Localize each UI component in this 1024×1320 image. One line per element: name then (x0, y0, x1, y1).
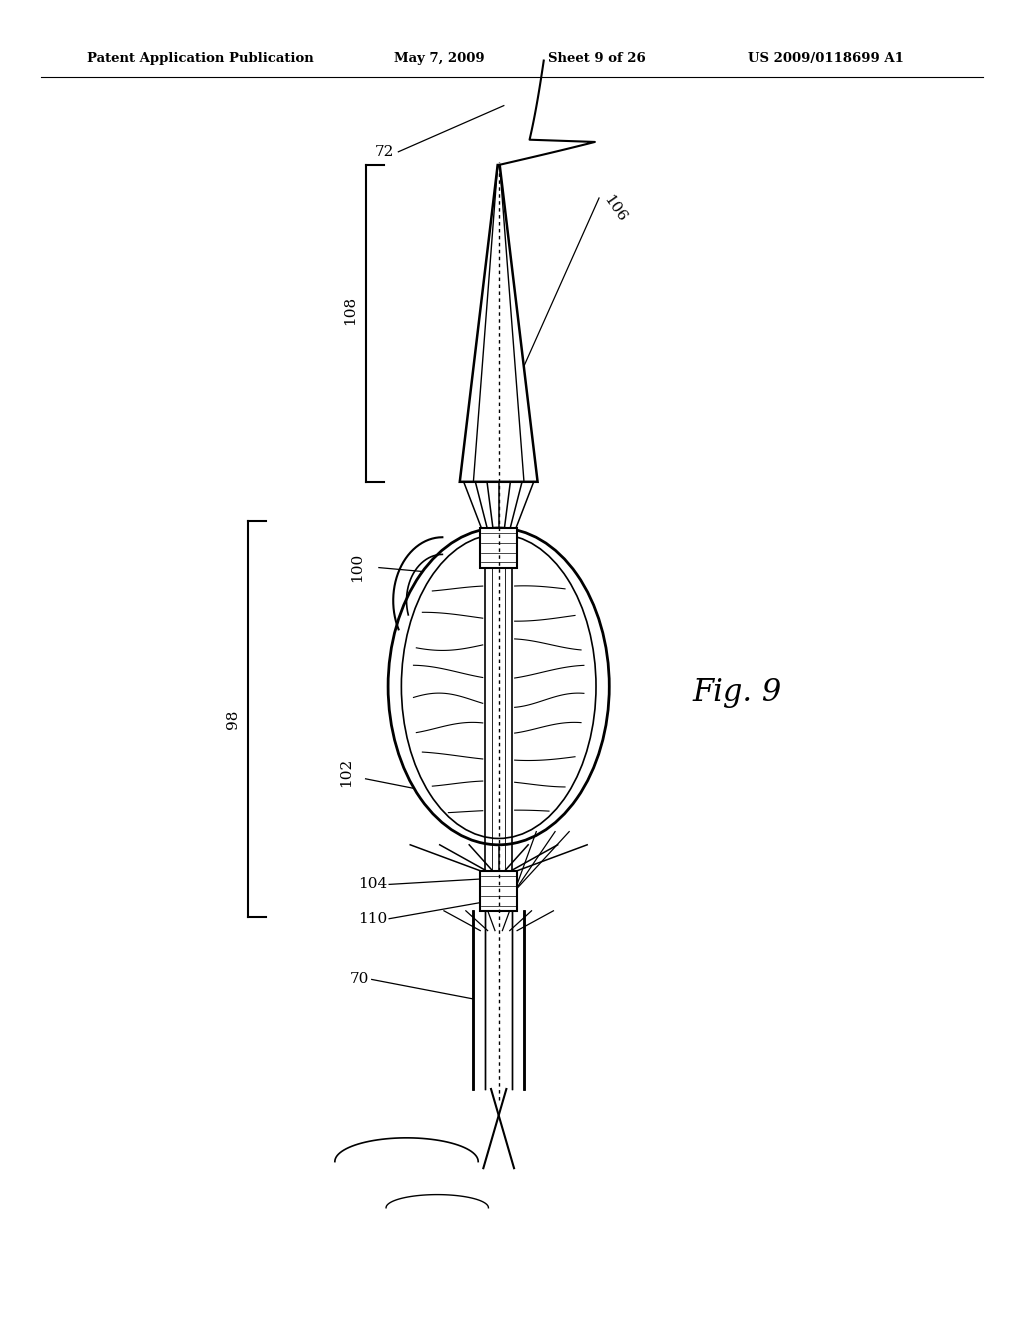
Text: Fig. 9: Fig. 9 (692, 677, 782, 709)
Text: 100: 100 (350, 553, 365, 582)
Text: 70: 70 (349, 973, 369, 986)
Text: 102: 102 (339, 758, 353, 787)
Text: May 7, 2009: May 7, 2009 (394, 51, 485, 65)
FancyBboxPatch shape (473, 911, 524, 1089)
Text: 106: 106 (601, 193, 630, 224)
Text: 110: 110 (357, 912, 387, 925)
FancyBboxPatch shape (480, 528, 517, 568)
Text: 108: 108 (343, 296, 357, 325)
Ellipse shape (388, 528, 609, 845)
Polygon shape (460, 165, 538, 482)
Text: 72: 72 (375, 145, 394, 158)
Text: US 2009/0118699 A1: US 2009/0118699 A1 (748, 51, 903, 65)
Text: Sheet 9 of 26: Sheet 9 of 26 (548, 51, 645, 65)
Text: Patent Application Publication: Patent Application Publication (87, 51, 313, 65)
Text: 104: 104 (357, 878, 387, 891)
FancyBboxPatch shape (480, 871, 517, 911)
Ellipse shape (401, 535, 596, 838)
Text: 98: 98 (225, 710, 240, 729)
